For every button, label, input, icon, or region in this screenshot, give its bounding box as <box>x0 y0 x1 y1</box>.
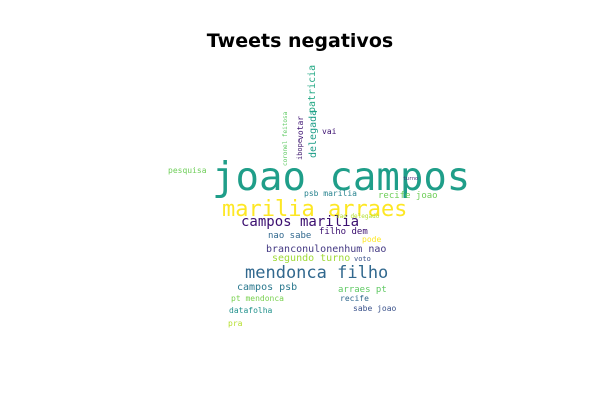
word-pt-mendonca: pt mendonca <box>231 294 284 303</box>
word-arraes-pt: arraes pt <box>338 285 387 295</box>
word-mendonca-filho: mendonca filho <box>245 263 389 283</box>
word-marilia-arraes: marilia arraes <box>222 197 408 222</box>
word-pode: pode <box>362 235 382 244</box>
word-sao-delegado: sao delegado <box>336 213 380 220</box>
word-joao-campos: joao campos <box>212 155 471 200</box>
word-delegada: delegada <box>308 109 319 158</box>
word-segundo-turno: segundo turno <box>272 253 351 264</box>
word-recife-joao: recife joao <box>378 191 438 201</box>
word-votar: votar <box>296 115 305 140</box>
word-ibope: ibope <box>296 138 304 160</box>
word-voto: voto <box>354 255 371 263</box>
word-patricia: patricia <box>307 64 318 113</box>
word-pra: pra <box>228 319 243 328</box>
word-filho-dem: filho dem <box>319 227 368 237</box>
word-turno: turno <box>403 176 419 182</box>
word-vai: vai <box>322 127 337 136</box>
word-branconulonenhum-nao: branconulonenhum nao <box>266 244 387 255</box>
word-recife: recife <box>340 294 369 303</box>
word-campos-psb: campos psb <box>237 282 298 293</box>
word-coronel-feitosa: coronel feitosa <box>282 111 289 166</box>
word-pesquisa: pesquisa <box>168 166 207 175</box>
page-title: Tweets negativos <box>206 30 394 52</box>
word-datafolha: datafolha <box>229 306 273 315</box>
word-nao-sabe: nao sabe <box>268 231 312 241</box>
word-campos-marilia: campos marilia <box>241 214 360 230</box>
word-psb-marilia: psb marilia <box>304 189 357 198</box>
word-sabe-joao: sabe joao <box>353 304 397 313</box>
